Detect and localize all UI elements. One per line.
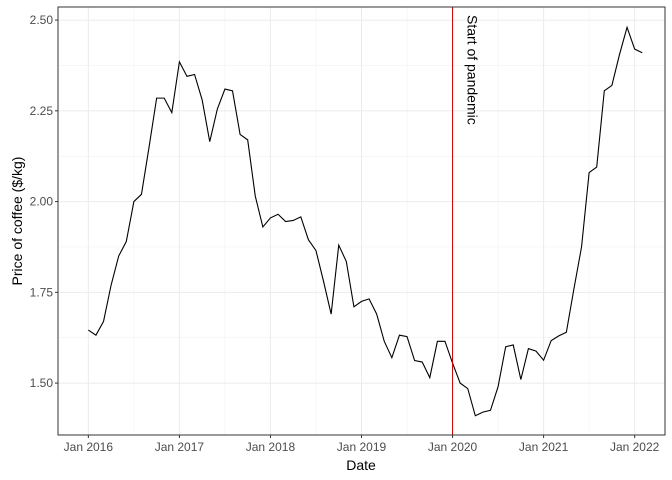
x-tick-label: Jan 2020 (428, 440, 478, 454)
y-tick-label: 2.50 (30, 13, 54, 27)
y-axis-title: Price of coffee ($/kg) (9, 157, 25, 286)
x-tick-label: Jan 2019 (337, 440, 387, 454)
price-line (88, 25, 643, 417)
y-tick-label: 2.25 (30, 104, 54, 118)
event-label: Start of pandemic (465, 15, 481, 125)
x-tick-label: Jan 2017 (155, 440, 205, 454)
x-axis-title: Date (346, 457, 376, 473)
y-tick-label: 2.00 (30, 195, 54, 209)
x-tick-label: Jan 2016 (64, 440, 114, 454)
x-tick-label: Jan 2018 (246, 440, 296, 454)
y-tick-label: 1.75 (30, 285, 54, 299)
x-tick-label: Jan 2021 (519, 440, 569, 454)
panel-border (57, 6, 666, 436)
y-tick-label: 1.50 (30, 376, 54, 390)
x-tick-label: Jan 2022 (610, 440, 660, 454)
